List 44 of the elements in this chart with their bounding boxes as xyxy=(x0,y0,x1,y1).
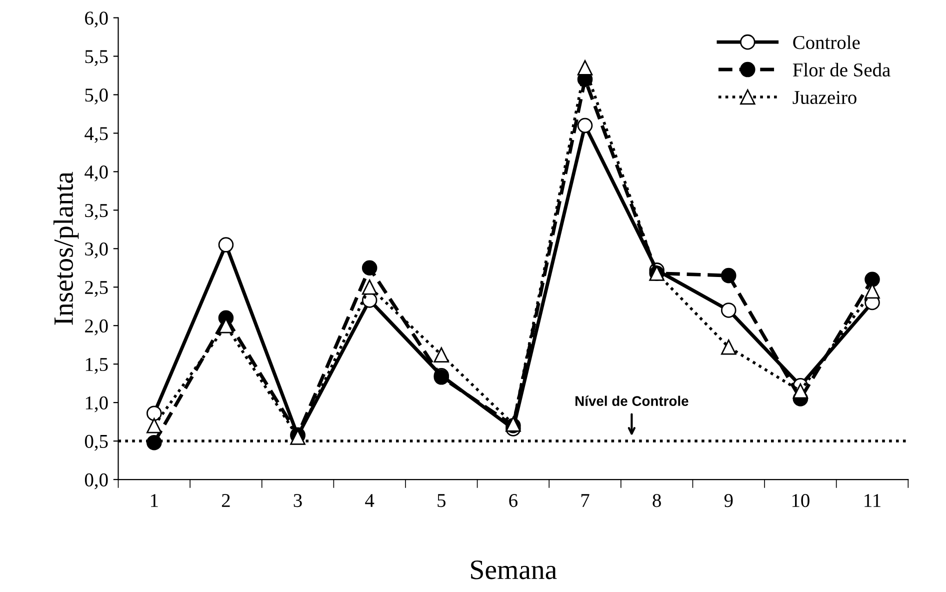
x-tick-label: 4 xyxy=(365,494,374,507)
y-tick-label: 0,0 xyxy=(84,473,108,490)
x-tick-label: 6 xyxy=(509,494,518,508)
y-tick-label: 1,5 xyxy=(86,358,108,374)
point xyxy=(577,60,593,76)
x-tick-label: 7 xyxy=(581,494,590,507)
point xyxy=(864,272,880,288)
y-tick-label: 3,0 xyxy=(85,242,108,258)
point xyxy=(146,406,162,421)
y-tick-label: 4,0 xyxy=(84,165,108,182)
x-tick-label: 10 xyxy=(792,494,810,508)
point xyxy=(577,118,593,134)
y-tick-label: 3,5 xyxy=(85,204,108,220)
x-tick-label: 2 xyxy=(222,494,230,507)
ref-line-label: Nível de Controle xyxy=(576,396,688,406)
x-tick-label: 1 xyxy=(151,494,158,507)
legend-label: Juazeiro xyxy=(792,90,856,104)
point xyxy=(362,260,378,276)
y-tick-label: 4,5 xyxy=(84,127,108,143)
y-axis-title: Insetos/planta xyxy=(53,172,79,325)
y-tick-label: 2,5 xyxy=(85,280,108,297)
y-tick-label: 0,5 xyxy=(84,434,108,451)
point xyxy=(720,340,736,355)
x-tick-label: 5 xyxy=(438,494,446,508)
x-tick-label: 11 xyxy=(864,494,880,507)
y-tick-label: 6,0 xyxy=(85,12,108,28)
y-tick-label: 2,0 xyxy=(85,319,108,336)
x-tick-label: 8 xyxy=(652,494,661,508)
point xyxy=(362,279,378,295)
x-axis-title: Semana xyxy=(471,560,557,580)
x-tick-label: 9 xyxy=(724,494,733,508)
point xyxy=(434,347,450,362)
point xyxy=(720,302,736,318)
point xyxy=(720,268,736,284)
legend-label: Controle xyxy=(793,35,860,50)
y-tick-label: 1,0 xyxy=(86,396,108,412)
point xyxy=(218,237,234,252)
point xyxy=(792,383,808,399)
point xyxy=(146,434,162,450)
point xyxy=(146,418,162,434)
y-tick-label: 5,5 xyxy=(85,50,108,66)
legend-label: Flor de Seda xyxy=(792,62,890,77)
y-tick-label: 5,0 xyxy=(85,88,108,104)
x-tick-label: 3 xyxy=(294,494,302,508)
